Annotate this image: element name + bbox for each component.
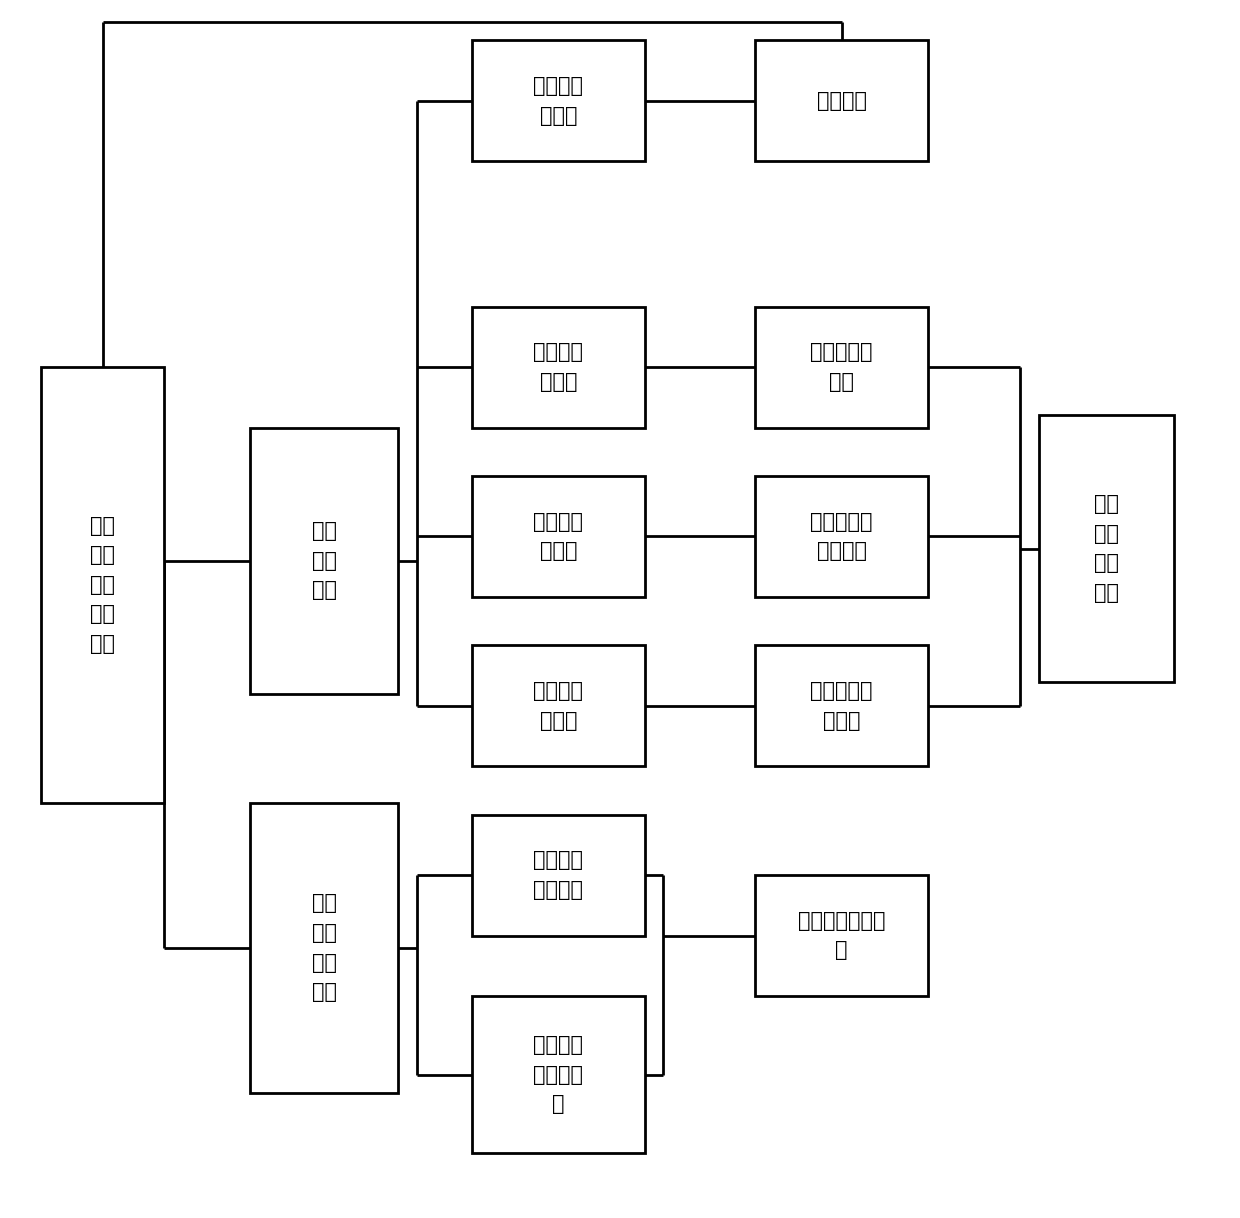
- Text: 子协调控
制系统: 子协调控 制系统: [533, 342, 583, 392]
- FancyBboxPatch shape: [755, 646, 928, 766]
- Text: 控制
系统
调节
品质: 控制 系统 调节 品质: [1094, 495, 1118, 603]
- FancyBboxPatch shape: [755, 476, 928, 597]
- Text: 子协调控
制系统: 子协调控 制系统: [533, 512, 583, 561]
- FancyBboxPatch shape: [472, 40, 645, 162]
- FancyBboxPatch shape: [755, 875, 928, 996]
- FancyBboxPatch shape: [41, 367, 164, 803]
- Text: 压力解耦控
制回路: 压力解耦控 制回路: [811, 681, 873, 731]
- Text: 锅炉主控: 锅炉主控: [817, 91, 867, 111]
- Text: 子协调控
制系统: 子协调控 制系统: [533, 77, 583, 125]
- Text: 送、引风机用电
率: 送、引风机用电 率: [799, 911, 885, 961]
- FancyBboxPatch shape: [472, 476, 645, 597]
- Text: 负荷风挡
版控制系
统: 负荷风挡 版控制系 统: [533, 1035, 583, 1114]
- Text: 动态
特性
数学
模型: 动态 特性 数学 模型: [312, 893, 337, 1002]
- Text: 子协调控
制系统: 子协调控 制系统: [533, 681, 583, 731]
- FancyBboxPatch shape: [250, 803, 398, 1093]
- FancyBboxPatch shape: [1039, 415, 1174, 682]
- Text: 热能节能
优化系统: 热能节能 优化系统: [533, 850, 583, 900]
- FancyBboxPatch shape: [472, 307, 645, 428]
- FancyBboxPatch shape: [472, 646, 645, 766]
- Text: 协调
控制
系统: 协调 控制 系统: [312, 521, 337, 600]
- FancyBboxPatch shape: [472, 996, 645, 1153]
- FancyBboxPatch shape: [755, 307, 928, 428]
- Text: 机组负荷指
令前馈量: 机组负荷指 令前馈量: [811, 512, 873, 561]
- FancyBboxPatch shape: [755, 40, 928, 162]
- Text: 自适应算法
回路: 自适应算法 回路: [811, 342, 873, 392]
- Text: 锅炉
最佳
氧量
控制
模型: 锅炉 最佳 氧量 控制 模型: [91, 515, 115, 654]
- FancyBboxPatch shape: [472, 815, 645, 935]
- FancyBboxPatch shape: [250, 428, 398, 694]
